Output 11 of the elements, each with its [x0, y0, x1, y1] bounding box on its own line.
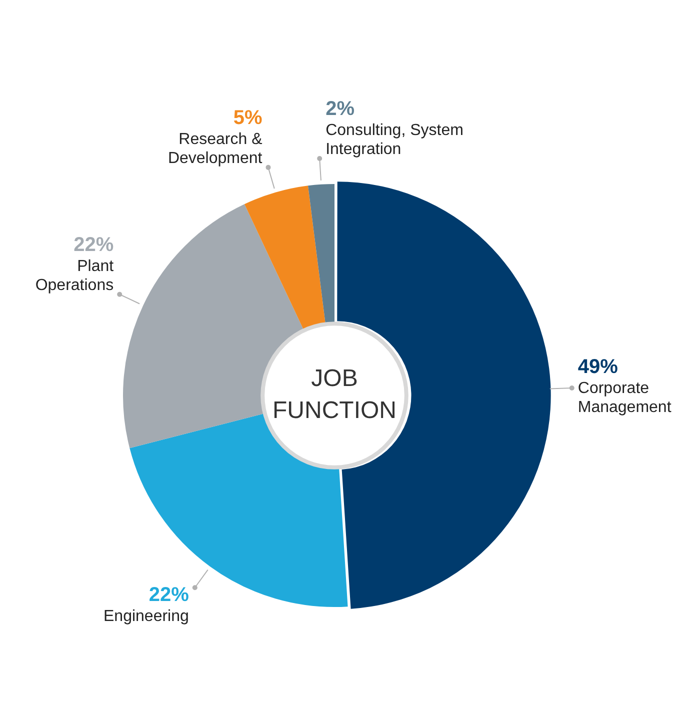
text: JOB FUNCTION: [272, 365, 396, 424]
data-label: 22%: [74, 234, 114, 256]
slice-label: Corporate Management: [578, 380, 672, 416]
data-label: 2%: [326, 98, 355, 120]
data-label: 22%: [148, 584, 190, 606]
slice-label: Engineering: [103, 608, 189, 626]
slice-label: Consulting, System Integration: [326, 122, 464, 158]
slice-label: Plant Operations: [35, 258, 114, 294]
data-label: 49%: [578, 356, 618, 378]
slice-label: Research & Development: [168, 130, 263, 167]
data-label: 5%: [233, 106, 262, 129]
